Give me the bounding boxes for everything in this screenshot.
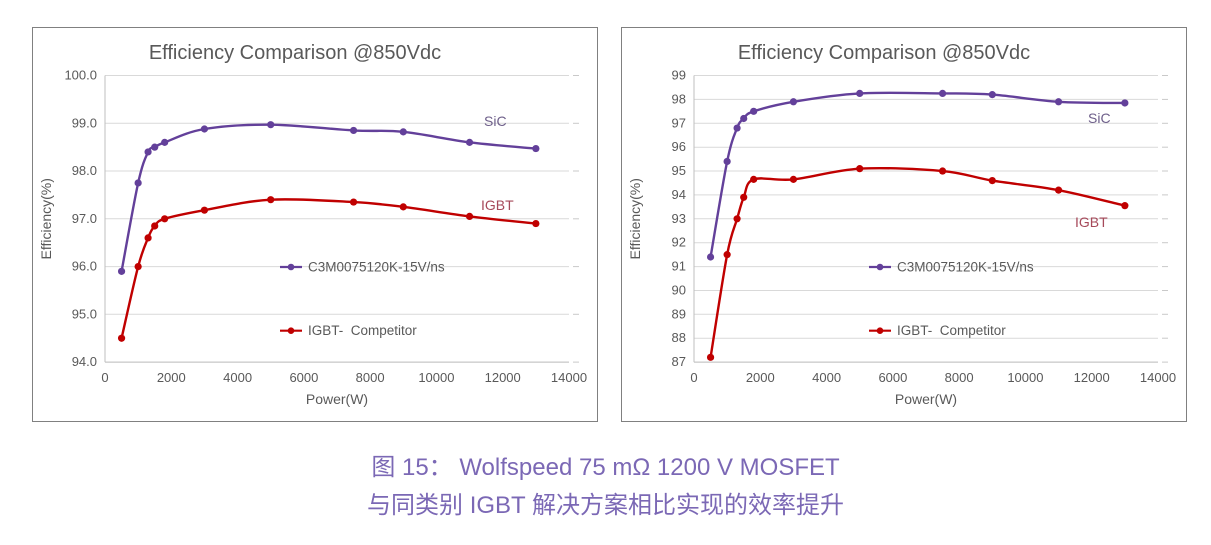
svg-text:12000: 12000 [485, 370, 521, 385]
svg-text:89: 89 [671, 306, 685, 321]
svg-text:IGBT- Competitor: IGBT- Competitor [308, 323, 417, 338]
svg-text:90: 90 [671, 283, 685, 298]
svg-text:14000: 14000 [1139, 370, 1175, 385]
svg-text:10000: 10000 [418, 370, 454, 385]
svg-text:4000: 4000 [812, 370, 841, 385]
svg-text:0: 0 [101, 370, 108, 385]
svg-text:94.0: 94.0 [72, 354, 97, 369]
svg-text:IGBT: IGBT [481, 197, 514, 213]
svg-text:6000: 6000 [878, 370, 907, 385]
svg-text:12000: 12000 [1073, 370, 1109, 385]
svg-text:93: 93 [671, 211, 685, 226]
svg-text:14000: 14000 [551, 370, 587, 385]
svg-text:87: 87 [671, 354, 685, 369]
svg-text:IGBT- Competitor: IGBT- Competitor [897, 323, 1006, 338]
svg-text:97: 97 [671, 115, 685, 130]
svg-text:99: 99 [671, 68, 685, 83]
svg-text:98: 98 [671, 91, 685, 106]
svg-text:92: 92 [671, 235, 685, 250]
svg-text:99.0: 99.0 [72, 115, 97, 130]
svg-text:2000: 2000 [745, 370, 774, 385]
svg-text:Efficiency Comparison @850Vdc: Efficiency Comparison @850Vdc [737, 42, 1029, 64]
svg-text:Efficiency Comparison @850Vdc: Efficiency Comparison @850Vdc [149, 42, 441, 64]
svg-text:SiC: SiC [1088, 110, 1111, 126]
svg-text:SiC: SiC [484, 113, 507, 129]
svg-text:4000: 4000 [223, 370, 252, 385]
svg-text:8000: 8000 [356, 370, 385, 385]
svg-text:10000: 10000 [1007, 370, 1043, 385]
svg-text:100.0: 100.0 [64, 68, 97, 83]
svg-text:IGBT: IGBT [1075, 214, 1108, 230]
svg-text:95.0: 95.0 [72, 306, 97, 321]
svg-text:0: 0 [690, 370, 697, 385]
svg-text:95: 95 [671, 163, 685, 178]
svg-text:96.0: 96.0 [72, 259, 97, 274]
svg-text:96: 96 [671, 139, 685, 154]
svg-text:Power(W): Power(W) [306, 391, 368, 407]
svg-text:Efficiency(%): Efficiency(%) [627, 178, 643, 259]
svg-text:C3M0075120K-15V/ns: C3M0075120K-15V/ns [308, 260, 445, 275]
svg-text:Power(W): Power(W) [894, 391, 956, 407]
svg-text:2000: 2000 [157, 370, 186, 385]
svg-text:94: 94 [671, 187, 685, 202]
svg-text:Efficiency(%): Efficiency(%) [38, 178, 54, 259]
svg-text:88: 88 [671, 330, 685, 345]
svg-text:6000: 6000 [289, 370, 318, 385]
svg-text:C3M0075120K-15V/ns: C3M0075120K-15V/ns [897, 260, 1034, 275]
svg-text:91: 91 [671, 259, 685, 274]
svg-text:98.0: 98.0 [72, 163, 97, 178]
svg-text:8000: 8000 [944, 370, 973, 385]
svg-text:97.0: 97.0 [72, 211, 97, 226]
